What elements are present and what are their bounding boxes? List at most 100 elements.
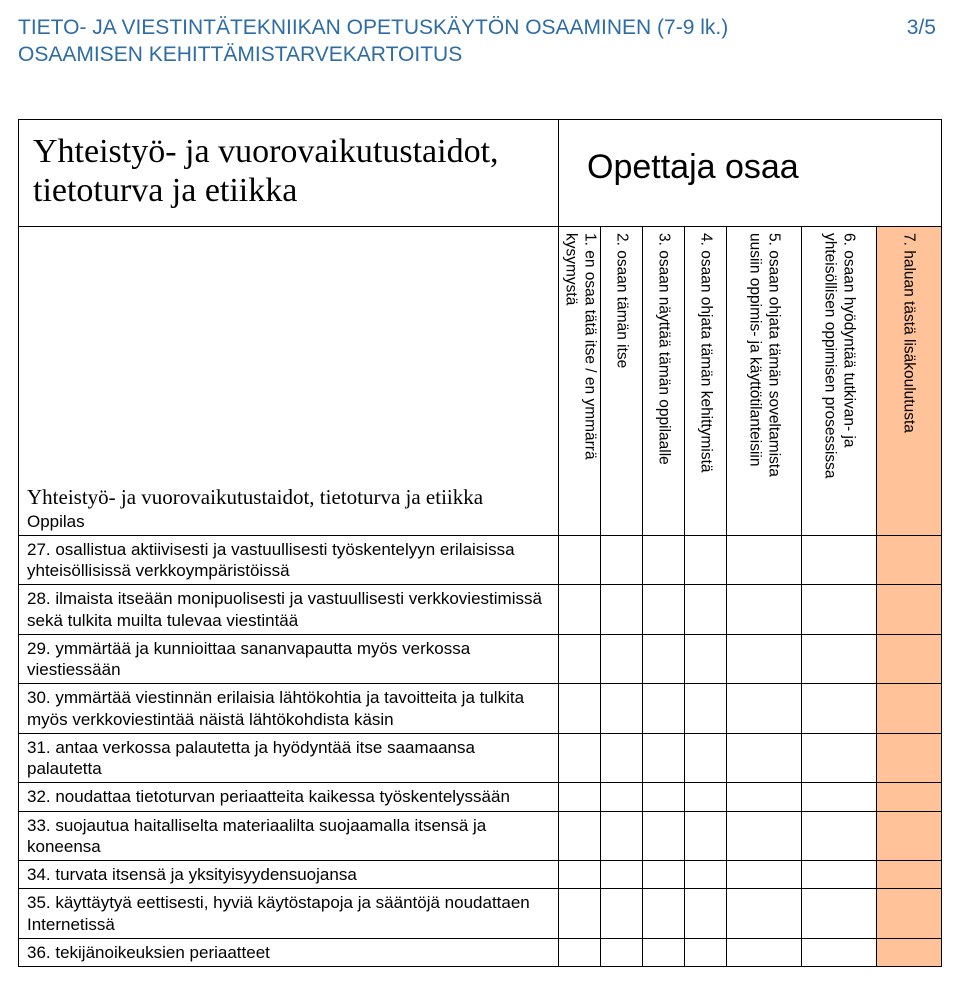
cell-c6[interactable] [802, 861, 877, 888]
header-title-block: TIETO- JA VIESTINTÄTEKNIIKAN OPETUSKÄYTÖ… [18, 14, 728, 69]
cell-c7[interactable] [877, 734, 941, 783]
cell-c4[interactable] [685, 635, 727, 684]
col-header-7-label: 7. haluan tästä lisäkoulutusta [899, 233, 918, 529]
col-header-5-line1: 5. osaan ohjata tämän soveltamista [764, 233, 783, 529]
cell-c2[interactable] [601, 734, 643, 783]
cell-c2[interactable] [601, 939, 643, 966]
cell-c3[interactable] [643, 861, 685, 888]
cell-c1[interactable] [559, 536, 601, 585]
col-header-6-label: 6. osaan hyödyntää tutkivan- ja yhteisöl… [820, 233, 859, 529]
cell-c5[interactable] [727, 684, 802, 733]
cell-c7[interactable] [877, 585, 941, 634]
cell-c4[interactable] [685, 684, 727, 733]
cell-c2[interactable] [601, 812, 643, 861]
oppilas-label: Oppilas [27, 511, 550, 532]
table-row: 27. osallistua aktiivisesti ja vastuulli… [19, 536, 941, 586]
cell-c7[interactable] [877, 684, 941, 733]
cell-c4[interactable] [685, 783, 727, 810]
cell-c2[interactable] [601, 635, 643, 684]
cell-c5[interactable] [727, 812, 802, 861]
cell-c3[interactable] [643, 684, 685, 733]
cell-c3[interactable] [643, 585, 685, 634]
cell-c5[interactable] [727, 939, 802, 966]
row-cells [559, 684, 941, 733]
table-title-row: Yhteistyö- ja vuorovaikutus­taidot, tiet… [19, 120, 941, 227]
cell-c5[interactable] [727, 783, 802, 810]
cell-c6[interactable] [802, 536, 877, 585]
table-row: 28. ilmaista itseään monipuolisesti ja v… [19, 585, 941, 635]
assessment-table: Yhteistyö- ja vuorovaikutus­taidot, tiet… [18, 119, 942, 967]
row-label: 28. ilmaista itseään monipuolisesti ja v… [19, 585, 559, 634]
cell-c3[interactable] [643, 536, 685, 585]
cell-c6[interactable] [802, 939, 877, 966]
col-header-4: 4. osaan ohjata tämän kehittymistä [685, 227, 727, 535]
cell-c2[interactable] [601, 585, 643, 634]
cell-c3[interactable] [643, 783, 685, 810]
cell-c3[interactable] [643, 812, 685, 861]
cell-c1[interactable] [559, 783, 601, 810]
teacher-label: Opettaja osaa [559, 120, 941, 226]
cell-c1[interactable] [559, 861, 601, 888]
cell-c1[interactable] [559, 734, 601, 783]
cell-c7[interactable] [877, 889, 941, 938]
cell-c3[interactable] [643, 734, 685, 783]
cell-c7[interactable] [877, 861, 941, 888]
cell-c5[interactable] [727, 635, 802, 684]
cell-c2[interactable] [601, 536, 643, 585]
cell-c7[interactable] [877, 635, 941, 684]
cell-c7[interactable] [877, 939, 941, 966]
col-header-3-label: 3. osaan näyttää tämän oppilaalle [654, 233, 673, 529]
col-header-2-label: 2. osaan tämän itse [612, 233, 631, 529]
cell-c5[interactable] [727, 734, 802, 783]
cell-c1[interactable] [559, 585, 601, 634]
cell-c7[interactable] [877, 783, 941, 810]
col-header-2: 2. osaan tämän itse [601, 227, 643, 535]
cell-c6[interactable] [802, 635, 877, 684]
cell-c4[interactable] [685, 889, 727, 938]
header-line2: OSAAMISEN KEHITTÄMISTARVEKARTOITUS [18, 41, 728, 68]
cell-c4[interactable] [685, 861, 727, 888]
table-row: 36. tekijänoikeuksien periaatteet [19, 939, 941, 966]
column-headers-row: Yhteistyö- ja vuorovaikutustaidot, tieto… [19, 227, 941, 536]
page-number: 3/5 [907, 14, 942, 41]
cell-c3[interactable] [643, 635, 685, 684]
cell-c5[interactable] [727, 585, 802, 634]
cell-c6[interactable] [802, 585, 877, 634]
row-label-header-cell: Yhteistyö- ja vuorovaikutustaidot, tieto… [19, 227, 559, 535]
column-headers: 1. en osaa tätä itse / en ymmärrä kysymy… [559, 227, 941, 535]
table-row: 29. ymmärtää ja kunnioittaa sananvapautt… [19, 635, 941, 685]
row-label: 31. antaa verkossa palautetta ja hyödynt… [19, 734, 559, 783]
cell-c1[interactable] [559, 889, 601, 938]
cell-c1[interactable] [559, 812, 601, 861]
col-header-5-line2: uusiin oppimis- ja käyttötilanteisiin [745, 233, 764, 529]
cell-c2[interactable] [601, 783, 643, 810]
cell-c5[interactable] [727, 861, 802, 888]
cell-c2[interactable] [601, 889, 643, 938]
table-row: 33. suojautua haitalliselta materiaalilt… [19, 812, 941, 862]
cell-c7[interactable] [877, 536, 941, 585]
cell-c6[interactable] [802, 684, 877, 733]
cell-c6[interactable] [802, 734, 877, 783]
cell-c7[interactable] [877, 812, 941, 861]
cell-c6[interactable] [802, 812, 877, 861]
cell-c5[interactable] [727, 889, 802, 938]
cell-c4[interactable] [685, 812, 727, 861]
subsection-title: Yhteistyö- ja vuorovaikutustaidot, tieto… [27, 484, 550, 510]
row-cells [559, 635, 941, 684]
cell-c4[interactable] [685, 585, 727, 634]
cell-c1[interactable] [559, 939, 601, 966]
cell-c2[interactable] [601, 684, 643, 733]
row-cells [559, 889, 941, 938]
cell-c3[interactable] [643, 889, 685, 938]
cell-c1[interactable] [559, 684, 601, 733]
cell-c4[interactable] [685, 536, 727, 585]
cell-c6[interactable] [802, 783, 877, 810]
cell-c4[interactable] [685, 939, 727, 966]
table-row: 34. turvata itsensä ja yksityisyydensuoj… [19, 861, 941, 889]
cell-c6[interactable] [802, 889, 877, 938]
cell-c5[interactable] [727, 536, 802, 585]
cell-c4[interactable] [685, 734, 727, 783]
cell-c2[interactable] [601, 861, 643, 888]
cell-c3[interactable] [643, 939, 685, 966]
cell-c1[interactable] [559, 635, 601, 684]
